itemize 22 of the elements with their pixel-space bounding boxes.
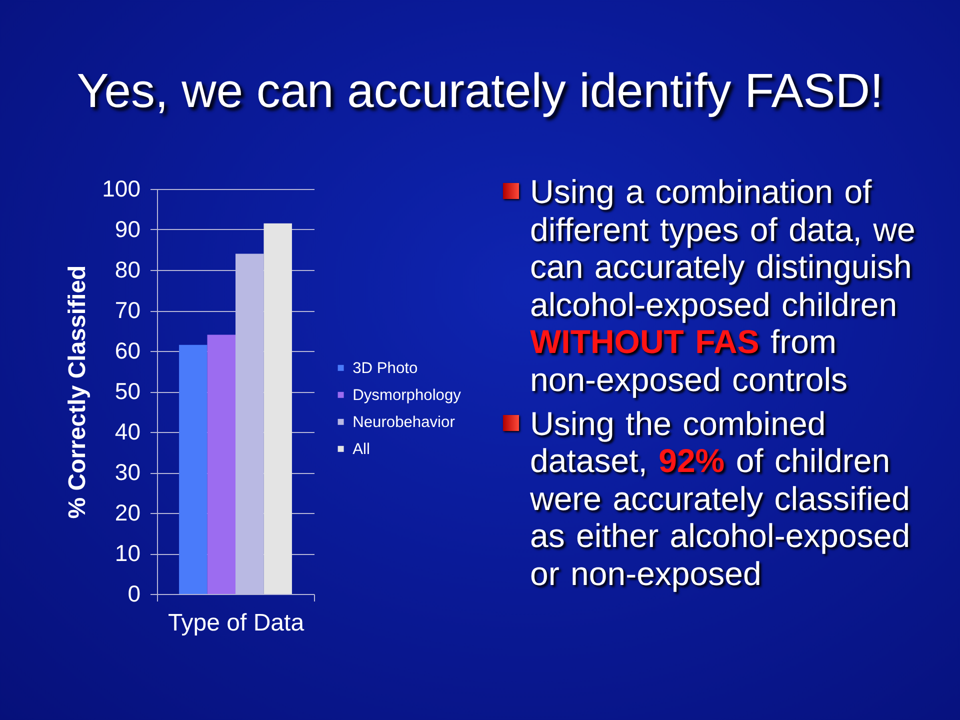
y-tick-label: 10 [114, 540, 140, 566]
y-axis-title: % Correctly Classified [64, 265, 92, 519]
text: Yes, we can accurately identify FASD! [76, 65, 884, 118]
y-tick-label: 60 [114, 338, 140, 364]
bar [207, 334, 236, 594]
y-tick-label: 90 [114, 216, 140, 242]
y-tick-label: 40 [114, 418, 140, 444]
y-tick-label: 50 [114, 378, 140, 404]
bar [264, 223, 292, 594]
y-tick-label: 30 [114, 459, 140, 485]
y-tick-label: 20 [114, 500, 140, 526]
legend-label: Neurobehavior [352, 414, 455, 431]
text: Using the combined dataset, 92% of children were accurately classified as either alcohol-exposed or non-exposed [530, 404, 910, 592]
y-tick-label: 100 [102, 176, 140, 202]
legend-label: 3D Photo [352, 360, 418, 377]
x-tick-label: Type of Data [168, 610, 305, 636]
y-tick-label: 80 [114, 256, 140, 282]
bar [179, 344, 208, 594]
y-tick-label: 70 [114, 297, 140, 323]
legend-label: Dysmorphology [352, 386, 462, 404]
legend-label: All [352, 440, 370, 458]
y-tick-label: 0 [128, 580, 140, 606]
